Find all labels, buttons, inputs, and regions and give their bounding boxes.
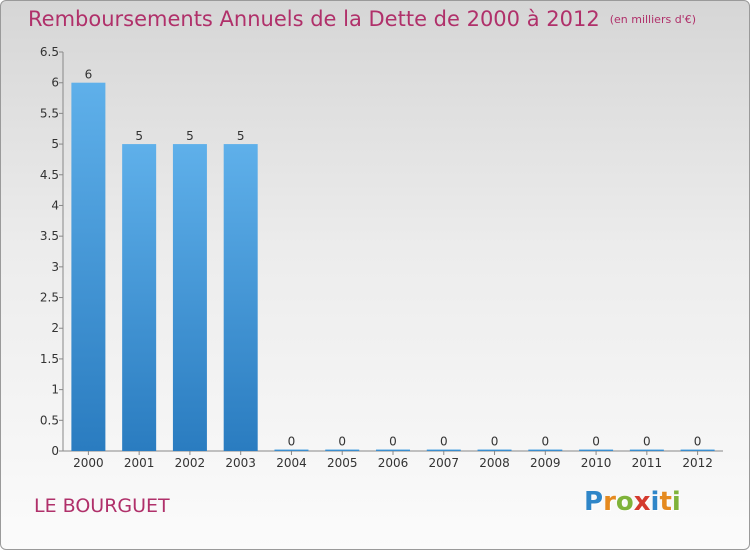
bar xyxy=(172,144,207,452)
data-label: 5 xyxy=(237,129,245,143)
x-tick-label: 2012 xyxy=(682,456,713,470)
y-tick-label: 4.5 xyxy=(40,168,59,182)
chart-title-text: Remboursements Annuels de la Dette de 20… xyxy=(28,7,600,31)
y-tick-label: 2.5 xyxy=(40,291,59,305)
bar xyxy=(426,449,461,451)
bar xyxy=(71,82,106,451)
x-tick-label: 2004 xyxy=(276,456,307,470)
logo-letter: o xyxy=(615,487,634,517)
y-tick-label: 1.5 xyxy=(40,352,59,366)
y-tick-label: 0.5 xyxy=(40,413,59,427)
x-tick-label: 2006 xyxy=(378,456,409,470)
logo-letter: i xyxy=(650,487,660,517)
y-tick-label: 6 xyxy=(51,76,59,90)
data-label: 5 xyxy=(186,129,194,143)
y-tick-label: 5 xyxy=(51,137,59,151)
bar xyxy=(376,449,410,451)
bar xyxy=(122,144,157,452)
x-tick-label: 2001 xyxy=(124,456,155,470)
y-tick-label: 5.5 xyxy=(40,106,59,120)
chart-subtitle: (en milliers d'€) xyxy=(609,13,696,26)
bar xyxy=(477,449,512,451)
data-label: 0 xyxy=(694,435,702,449)
data-label: 0 xyxy=(491,435,499,449)
bar xyxy=(528,449,563,451)
y-tick-label: 4 xyxy=(51,198,59,212)
y-tick-label: 6.5 xyxy=(40,45,59,59)
logo-letter: x xyxy=(633,487,651,517)
x-tick-label: 2009 xyxy=(530,456,561,470)
place-name: LE BOURGUET xyxy=(34,495,170,517)
proxiti-logo: Proxiti xyxy=(584,487,681,517)
bar xyxy=(680,449,715,451)
bar xyxy=(274,449,309,451)
logo-letter: t xyxy=(659,487,672,517)
bar xyxy=(579,449,614,451)
x-tick-label: 2003 xyxy=(225,456,256,470)
chart-bars xyxy=(71,82,715,452)
data-label: 6 xyxy=(85,68,93,82)
logo-letter: P xyxy=(584,487,604,517)
y-tick-label: 3.5 xyxy=(40,229,59,243)
logo-letter: r xyxy=(603,487,616,517)
data-label: 5 xyxy=(135,129,143,143)
x-tick-label: 2011 xyxy=(632,456,663,470)
bar xyxy=(325,449,360,451)
y-tick-label: 2 xyxy=(51,321,59,335)
data-label: 0 xyxy=(643,435,651,449)
chart-labels: 2000 6 2001 5 2002 5 2003 5 2004 0 2005 0 2006 0 2007 0… xyxy=(73,68,713,470)
bar xyxy=(223,144,258,452)
data-label: 0 xyxy=(592,435,600,449)
x-tick-label: 2005 xyxy=(327,456,358,470)
y-tick-label: 0 xyxy=(51,444,59,458)
data-label: 0 xyxy=(288,435,296,449)
data-label: 0 xyxy=(440,435,448,449)
logo-letter: i xyxy=(671,487,681,517)
chart-title: Remboursements Annuels de la Dette de 20… xyxy=(28,7,696,31)
chart-axes: 0 0.5 1 1.5 2 2.5 3 3.5 4 4.5 5 5.5 6 6.5 xyxy=(40,45,723,458)
y-tick-label: 3 xyxy=(51,260,59,274)
x-tick-label: 2002 xyxy=(175,456,206,470)
y-tick-label: 1 xyxy=(51,383,59,397)
x-tick-label: 2000 xyxy=(73,456,104,470)
x-tick-label: 2008 xyxy=(479,456,510,470)
x-tick-label: 2007 xyxy=(428,456,459,470)
x-tick-label: 2010 xyxy=(581,456,612,470)
data-label: 0 xyxy=(389,435,397,449)
bar xyxy=(629,449,664,451)
data-label: 0 xyxy=(541,435,549,449)
data-label: 0 xyxy=(338,435,346,449)
